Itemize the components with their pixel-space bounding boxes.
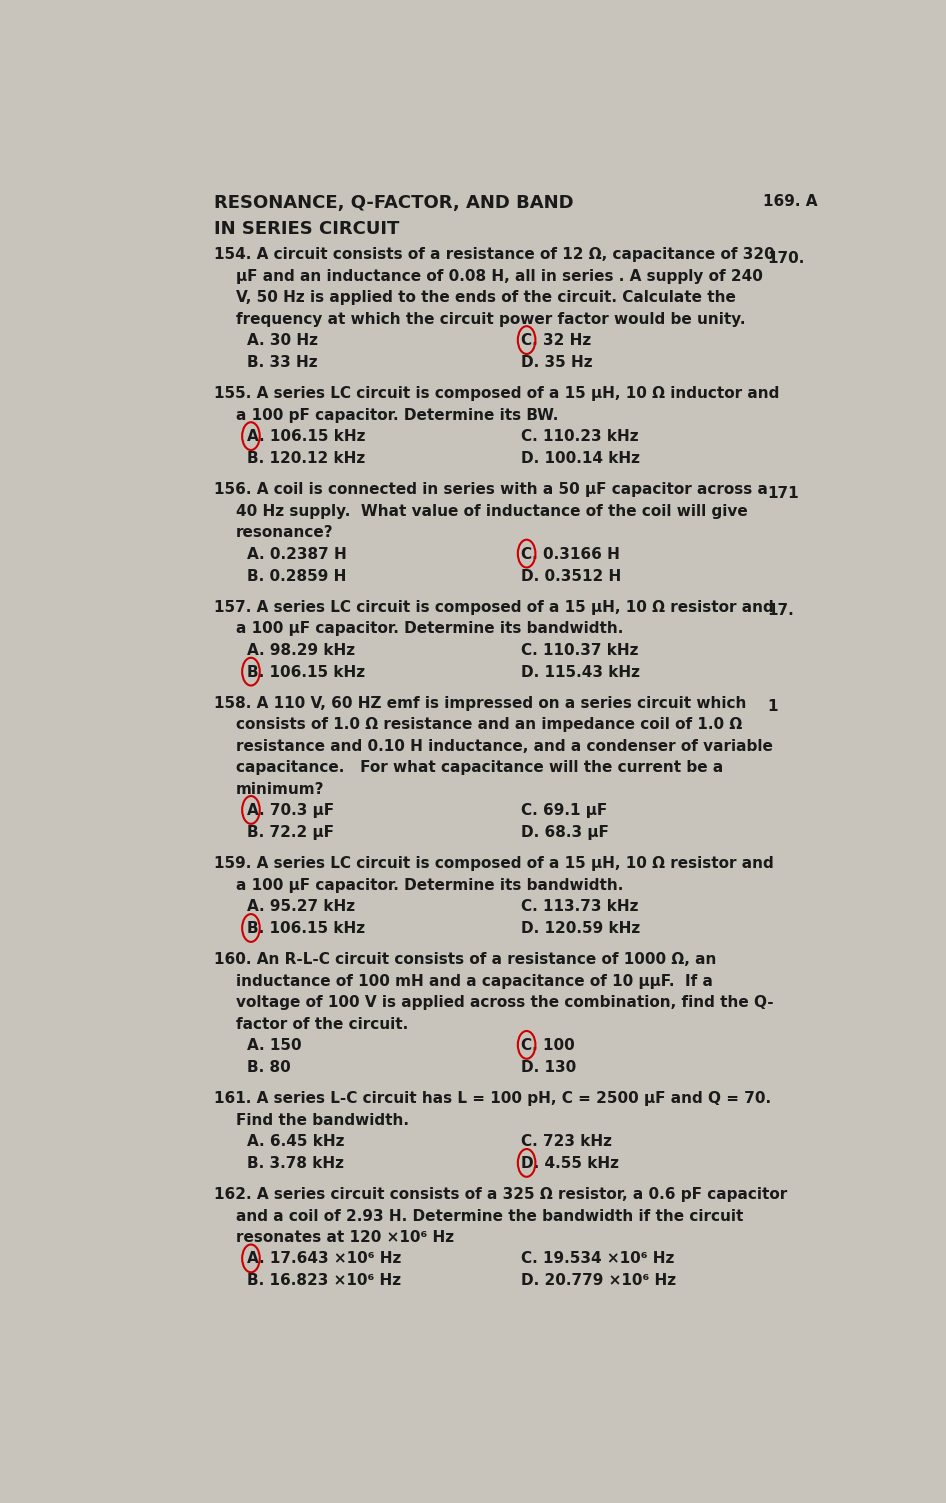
- Text: 17.: 17.: [767, 603, 794, 618]
- Text: D. 4.55 kHz: D. 4.55 kHz: [521, 1156, 620, 1171]
- Text: A. 98.29 kHz: A. 98.29 kHz: [247, 643, 355, 658]
- Text: 162. A series circuit consists of a 325 Ω resistor, a 0.6 pF capacitor: 162. A series circuit consists of a 325 …: [214, 1187, 787, 1202]
- Text: frequency at which the circuit power factor would be unity.: frequency at which the circuit power fac…: [236, 311, 745, 326]
- Text: B. 3.78 kHz: B. 3.78 kHz: [247, 1156, 343, 1171]
- Text: C. 723 kHz: C. 723 kHz: [521, 1133, 612, 1148]
- Text: D. 120.59 kHz: D. 120.59 kHz: [521, 921, 640, 936]
- Text: C. 100: C. 100: [521, 1039, 575, 1054]
- Text: D. 35 Hz: D. 35 Hz: [521, 355, 593, 370]
- Text: A. 0.2387 H: A. 0.2387 H: [247, 547, 346, 562]
- Text: 170.: 170.: [767, 251, 804, 266]
- Text: 161. A series L-C circuit has L = 100 pH, C = 2500 μF and Q = 70.: 161. A series L-C circuit has L = 100 pH…: [214, 1091, 771, 1106]
- Text: B. 72.2 μF: B. 72.2 μF: [247, 825, 334, 840]
- Text: A. 6.45 kHz: A. 6.45 kHz: [247, 1133, 344, 1148]
- Text: 160. An R-L-C circuit consists of a resistance of 1000 Ω, an: 160. An R-L-C circuit consists of a resi…: [214, 953, 716, 968]
- Text: B. 106.15 kHz: B. 106.15 kHz: [247, 664, 364, 679]
- Text: C. 0.3166 H: C. 0.3166 H: [521, 547, 621, 562]
- Text: a 100 μF capacitor. Determine its bandwidth.: a 100 μF capacitor. Determine its bandwi…: [236, 878, 622, 893]
- Text: D. 115.43 kHz: D. 115.43 kHz: [521, 664, 640, 679]
- Text: 171: 171: [767, 485, 798, 500]
- Text: V, 50 Hz is applied to the ends of the circuit. Calculate the: V, 50 Hz is applied to the ends of the c…: [236, 290, 735, 305]
- Text: C. 32 Hz: C. 32 Hz: [521, 334, 592, 349]
- Text: C. 113.73 kHz: C. 113.73 kHz: [521, 899, 639, 914]
- Text: B. 120.12 kHz: B. 120.12 kHz: [247, 451, 365, 466]
- Text: D. 20.779 ×10⁶ Hz: D. 20.779 ×10⁶ Hz: [521, 1273, 676, 1288]
- Text: and a coil of 2.93 H. Determine the bandwidth if the circuit: and a coil of 2.93 H. Determine the band…: [236, 1208, 743, 1223]
- Text: Find the bandwidth.: Find the bandwidth.: [236, 1112, 409, 1127]
- Text: B. 80: B. 80: [247, 1060, 290, 1075]
- Text: D. 130: D. 130: [521, 1060, 577, 1075]
- Text: a 100 μF capacitor. Determine its bandwidth.: a 100 μF capacitor. Determine its bandwi…: [236, 621, 622, 636]
- Text: voltage of 100 V is applied across the combination, find the Q-: voltage of 100 V is applied across the c…: [236, 995, 773, 1010]
- Text: C. 110.37 kHz: C. 110.37 kHz: [521, 643, 639, 658]
- Text: C. 69.1 μF: C. 69.1 μF: [521, 803, 607, 818]
- Text: minimum?: minimum?: [236, 782, 324, 797]
- Text: RESONANCE, Q-FACTOR, AND BAND: RESONANCE, Q-FACTOR, AND BAND: [214, 194, 573, 212]
- Text: 40 Hz supply.  What value of inductance of the coil will give: 40 Hz supply. What value of inductance o…: [236, 504, 747, 519]
- Text: inductance of 100 mH and a capacitance of 10 μμF.  If a: inductance of 100 mH and a capacitance o…: [236, 974, 712, 989]
- Text: 158. A 110 V, 60 HZ emf is impressed on a series circuit which: 158. A 110 V, 60 HZ emf is impressed on …: [214, 696, 746, 711]
- Text: A. 70.3 μF: A. 70.3 μF: [247, 803, 334, 818]
- Text: a 100 pF capacitor. Determine its BW.: a 100 pF capacitor. Determine its BW.: [236, 407, 558, 422]
- Text: μF and an inductance of 0.08 H, all in series . A supply of 240: μF and an inductance of 0.08 H, all in s…: [236, 269, 762, 284]
- Text: A. 106.15 kHz: A. 106.15 kHz: [247, 430, 365, 445]
- Text: factor of the circuit.: factor of the circuit.: [236, 1016, 408, 1031]
- Text: A. 17.643 ×10⁶ Hz: A. 17.643 ×10⁶ Hz: [247, 1252, 401, 1267]
- Text: C. 19.534 ×10⁶ Hz: C. 19.534 ×10⁶ Hz: [521, 1252, 674, 1267]
- Text: A. 95.27 kHz: A. 95.27 kHz: [247, 899, 355, 914]
- Text: D. 100.14 kHz: D. 100.14 kHz: [521, 451, 640, 466]
- Text: resonates at 120 ×10⁶ Hz: resonates at 120 ×10⁶ Hz: [236, 1229, 454, 1244]
- Text: A. 150: A. 150: [247, 1039, 301, 1054]
- Text: D. 0.3512 H: D. 0.3512 H: [521, 568, 622, 583]
- Text: B. 0.2859 H: B. 0.2859 H: [247, 568, 346, 583]
- Text: D. 68.3 μF: D. 68.3 μF: [521, 825, 609, 840]
- Text: consists of 1.0 Ω resistance and an impedance coil of 1.0 Ω: consists of 1.0 Ω resistance and an impe…: [236, 717, 742, 732]
- Text: resonance?: resonance?: [236, 525, 333, 540]
- Text: 159. A series LC circuit is composed of a 15 μH, 10 Ω resistor and: 159. A series LC circuit is composed of …: [214, 857, 773, 872]
- Text: resistance and 0.10 H inductance, and a condenser of variable: resistance and 0.10 H inductance, and a …: [236, 739, 773, 755]
- Text: 169. A: 169. A: [763, 194, 818, 209]
- Text: B. 106.15 kHz: B. 106.15 kHz: [247, 921, 364, 936]
- Text: 154. A circuit consists of a resistance of 12 Ω, capacitance of 320: 154. A circuit consists of a resistance …: [214, 248, 775, 263]
- Text: C. 110.23 kHz: C. 110.23 kHz: [521, 430, 639, 445]
- Text: B. 16.823 ×10⁶ Hz: B. 16.823 ×10⁶ Hz: [247, 1273, 401, 1288]
- Text: 155. A series LC circuit is composed of a 15 μH, 10 Ω inductor and: 155. A series LC circuit is composed of …: [214, 386, 779, 401]
- Text: B. 33 Hz: B. 33 Hz: [247, 355, 317, 370]
- Text: A. 30 Hz: A. 30 Hz: [247, 334, 318, 349]
- Text: capacitance.   For what capacitance will the current be a: capacitance. For what capacitance will t…: [236, 761, 723, 776]
- Text: 157. A series LC circuit is composed of a 15 μH, 10 Ω resistor and: 157. A series LC circuit is composed of …: [214, 600, 773, 615]
- Text: 156. A coil is connected in series with a 50 μF capacitor across a: 156. A coil is connected in series with …: [214, 482, 767, 497]
- Text: IN SERIES CIRCUIT: IN SERIES CIRCUIT: [214, 219, 399, 237]
- Text: 1: 1: [767, 699, 778, 714]
